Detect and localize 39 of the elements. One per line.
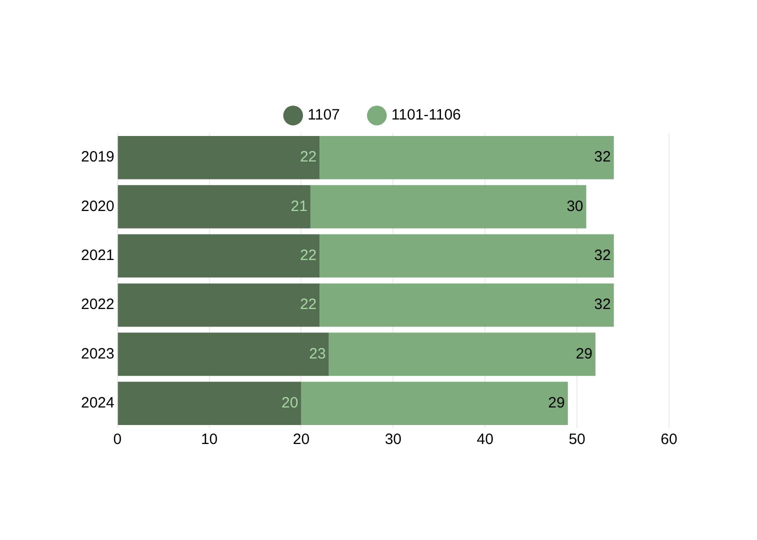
data-label: 29 xyxy=(548,394,565,412)
data-label: 32 xyxy=(594,247,611,264)
bar xyxy=(118,185,310,228)
y-tick-label: 2021 xyxy=(80,247,114,264)
x-tick-label: 40 xyxy=(476,431,494,448)
data-label: 20 xyxy=(282,394,298,412)
data-label: 22 xyxy=(300,296,317,314)
y-tick-label: 2023 xyxy=(80,345,114,362)
data-label: 32 xyxy=(594,148,611,166)
y-tick-label: 2024 xyxy=(80,394,114,412)
bar xyxy=(118,382,302,426)
data-label: 29 xyxy=(576,345,592,362)
bar xyxy=(118,283,320,327)
bar xyxy=(301,382,568,426)
data-label: 32 xyxy=(594,296,611,314)
legend-label: 1107 xyxy=(308,106,340,124)
x-tick-label: 10 xyxy=(200,431,218,448)
bar xyxy=(310,185,586,228)
bar xyxy=(320,234,614,278)
data-label: 23 xyxy=(309,345,326,362)
bar xyxy=(118,234,320,278)
x-tick-label: 50 xyxy=(568,431,586,448)
x-tick-label: 60 xyxy=(660,431,678,448)
data-label: 21 xyxy=(290,198,308,215)
bar xyxy=(320,283,614,327)
legend-label: 1101-1106 xyxy=(391,106,461,124)
y-tick-label: 2022 xyxy=(80,296,114,314)
data-label: 22 xyxy=(300,247,317,264)
bar xyxy=(328,332,596,376)
data-label: 30 xyxy=(566,198,584,215)
y-tick-label: 2019 xyxy=(80,148,114,166)
y-tick-label: 2020 xyxy=(80,198,114,215)
bar xyxy=(320,136,614,180)
x-tick-label: 20 xyxy=(292,431,310,448)
bar xyxy=(118,136,320,180)
bar xyxy=(118,332,329,376)
data-label: 22 xyxy=(300,148,317,166)
x-tick-label: 30 xyxy=(384,431,402,448)
x-tick-label: 0 xyxy=(113,431,122,448)
